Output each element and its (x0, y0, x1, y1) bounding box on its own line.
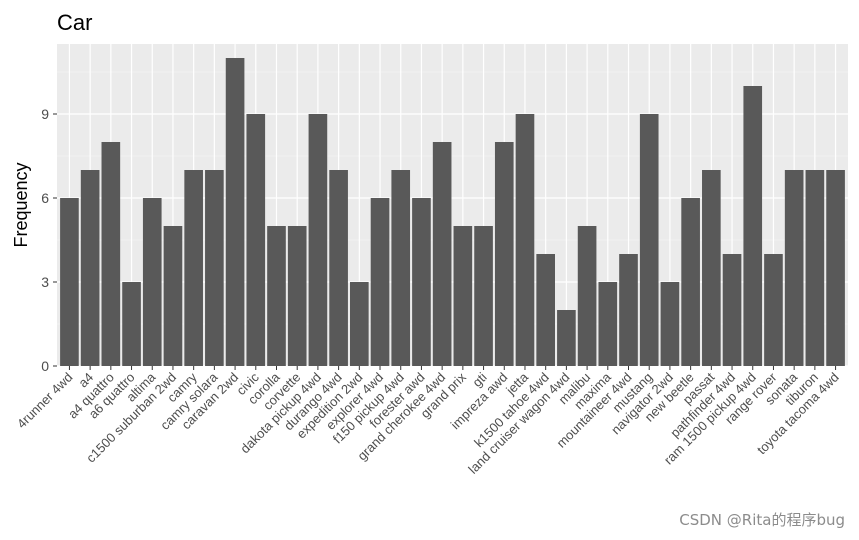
bar (598, 282, 618, 366)
bar (267, 226, 286, 366)
bar (308, 114, 328, 366)
y-tick-label: 0 (41, 358, 49, 374)
bar (826, 170, 845, 366)
x-tick-label: 4runner 4wd (14, 370, 76, 432)
bar (722, 254, 742, 366)
bar (101, 142, 121, 366)
bar (494, 142, 514, 366)
bar (474, 226, 493, 366)
bar (412, 198, 431, 366)
bar (205, 170, 224, 366)
bar (660, 282, 680, 366)
y-tick-label: 3 (41, 274, 49, 290)
bar (702, 170, 721, 366)
bar (184, 170, 203, 366)
bars (60, 58, 845, 366)
bar (764, 254, 783, 366)
bar (453, 226, 473, 366)
bar (639, 114, 659, 366)
bar (60, 198, 79, 366)
y-tick-label: 6 (41, 190, 49, 206)
watermark: CSDN @Rita的程序bug (679, 511, 845, 529)
bar (246, 114, 266, 366)
bar (536, 254, 555, 366)
bar (577, 226, 597, 366)
bar (142, 198, 162, 366)
bar (515, 114, 535, 366)
bar (391, 170, 411, 366)
bar (432, 142, 452, 366)
bar (743, 86, 763, 366)
bar (350, 282, 369, 366)
bar (122, 282, 141, 366)
bar (329, 170, 348, 366)
y-axis-ticks: 0 3 6 9 (41, 106, 57, 374)
bar (80, 170, 100, 366)
y-tick-label: 9 (41, 106, 49, 122)
y-axis-label: Frequency (11, 162, 31, 247)
bar (784, 170, 804, 366)
bar (370, 198, 390, 366)
bar (681, 198, 700, 366)
bar (225, 58, 245, 366)
bar (557, 310, 576, 366)
bar (619, 254, 638, 366)
bar (287, 226, 307, 366)
chart-title: Car (57, 10, 92, 35)
bar (163, 226, 183, 366)
bar (805, 170, 825, 366)
